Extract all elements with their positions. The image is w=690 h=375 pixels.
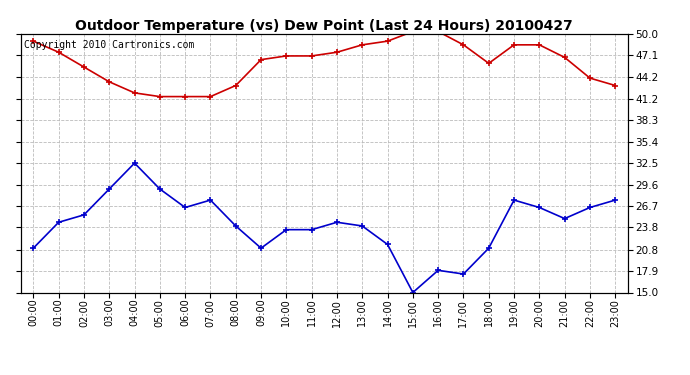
Title: Outdoor Temperature (vs) Dew Point (Last 24 Hours) 20100427: Outdoor Temperature (vs) Dew Point (Last… bbox=[75, 19, 573, 33]
Text: Copyright 2010 Cartronics.com: Copyright 2010 Cartronics.com bbox=[23, 40, 194, 50]
